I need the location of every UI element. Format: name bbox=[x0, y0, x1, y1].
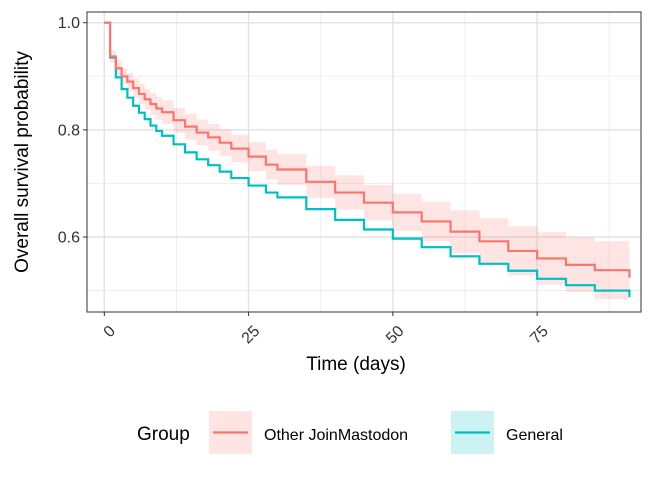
plot-border bbox=[86, 11, 642, 313]
x-axis-ticks: 0 25 50 75 bbox=[101, 312, 552, 347]
grid-lines bbox=[87, 12, 641, 312]
x-tick-label: 50 bbox=[383, 323, 408, 348]
x-tick-label: 25 bbox=[239, 323, 264, 348]
y-tick-label: 1.0 bbox=[58, 15, 80, 32]
y-tick-label: 0.8 bbox=[58, 122, 80, 139]
legend-title: Group bbox=[137, 424, 190, 445]
y-axis-title: Overall survival probability bbox=[12, 51, 33, 273]
x-tick-label: 75 bbox=[527, 323, 552, 348]
y-axis-ticks: 0.6 0.8 1.0 bbox=[58, 15, 87, 247]
legend-item-general: General bbox=[451, 411, 563, 454]
y-tick-label: 0.6 bbox=[58, 230, 80, 247]
legend: Group Other JoinMastodon General bbox=[137, 411, 563, 454]
confidence-band-other-joinmastodon bbox=[104, 22, 630, 308]
x-axis-title: Time (days) bbox=[306, 354, 406, 375]
legend-item-other-joinmastodon: Other JoinMastodon bbox=[209, 411, 408, 454]
survival-curve-other-joinmastodon bbox=[104, 21, 631, 278]
survival-curves bbox=[104, 21, 631, 297]
plot-panel bbox=[87, 12, 641, 312]
survival-curve-general bbox=[104, 21, 631, 297]
legend-label-general: General bbox=[506, 427, 563, 444]
confidence-bands bbox=[104, 22, 630, 308]
x-tick-label: 0 bbox=[101, 323, 119, 341]
legend-label-other-joinmastodon: Other JoinMastodon bbox=[264, 427, 408, 444]
